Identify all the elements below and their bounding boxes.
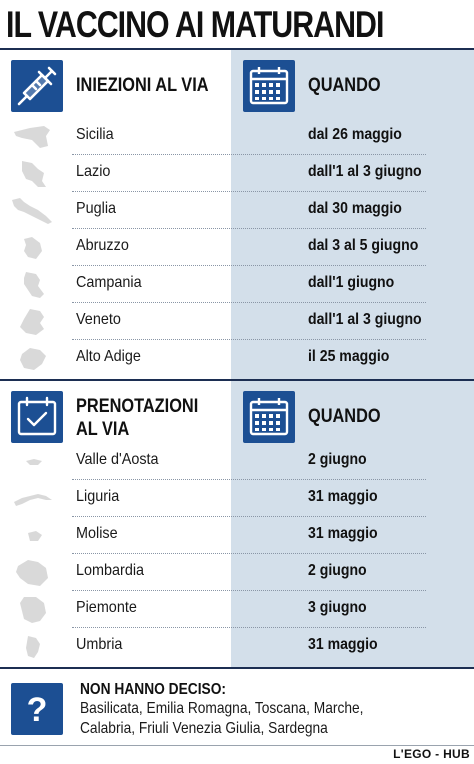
- region-name: Alto Adige: [76, 348, 141, 365]
- region-name: Piemonte: [76, 599, 137, 616]
- region-date: 2 giugno: [308, 562, 367, 579]
- table-row: Umbria 31 maggio: [0, 628, 474, 665]
- region-map-lazio: [22, 161, 46, 187]
- bookings-header-line2: AL VIA: [76, 419, 130, 440]
- table-row: Lombardia 2 giugno: [0, 554, 474, 591]
- source-credit: L'EGO - HUB: [393, 747, 470, 761]
- region-name: Valle d'Aosta: [76, 451, 159, 468]
- region-name: Lazio: [76, 163, 111, 180]
- undecided-regions-line1: Basilicata, Emilia Romagna, Toscana, Mar…: [80, 700, 364, 717]
- calendar-icon: [243, 60, 295, 112]
- row-separator: [72, 191, 426, 192]
- region-map-alto-adige: [20, 348, 46, 370]
- table-row: Puglia dal 30 maggio: [0, 192, 474, 229]
- title-rule: [0, 48, 474, 50]
- svg-text:?: ?: [27, 691, 48, 729]
- region-map-umbria: [26, 636, 40, 658]
- region-map-puglia: [12, 198, 52, 224]
- region-name: Abruzzo: [76, 237, 129, 254]
- table-row: Campania dall'1 giugno: [0, 266, 474, 303]
- table-row: Sicilia dal 26 maggio: [0, 118, 474, 155]
- region-date: 31 maggio: [308, 488, 378, 505]
- row-separator: [72, 479, 426, 480]
- region-map-liguria: [14, 494, 52, 506]
- row-separator: [72, 627, 426, 628]
- injections-when-header: QUANDO: [308, 75, 381, 96]
- injections-header: INIEZIONI AL VIA: [76, 75, 209, 96]
- table-row: Abruzzo dal 3 al 5 giugno: [0, 229, 474, 266]
- row-separator: [72, 154, 426, 155]
- region-date: 3 giugno: [308, 599, 367, 616]
- region-map-campania: [24, 272, 44, 298]
- region-date: 31 maggio: [308, 636, 378, 653]
- row-separator: [72, 590, 426, 591]
- calendar-icon: [243, 391, 295, 443]
- region-date: dal 30 maggio: [308, 200, 402, 217]
- bookings-when-header: QUANDO: [308, 406, 381, 427]
- region-date: 31 maggio: [308, 525, 378, 542]
- row-separator: [72, 265, 426, 266]
- region-map-veneto: [20, 309, 44, 335]
- undecided-title: NON HANNO DECISO:: [80, 681, 227, 698]
- region-date: dal 26 maggio: [308, 126, 402, 143]
- row-separator: [72, 228, 426, 229]
- region-name: Puglia: [76, 200, 117, 217]
- row-separator: [72, 302, 426, 303]
- region-map-piemonte: [20, 597, 46, 623]
- region-date: dall'1 giugno: [308, 274, 395, 291]
- region-name: Liguria: [76, 488, 120, 505]
- table-row: Valle d'Aosta 2 giugno: [0, 443, 474, 480]
- page-title: IL VACCINO AI MATURANDI: [6, 4, 384, 45]
- region-date: dall'1 al 3 giugno: [308, 163, 422, 180]
- region-name: Molise: [76, 525, 118, 542]
- region-map-lombardia: [16, 560, 48, 586]
- region-date: il 25 maggio: [308, 348, 390, 365]
- table-row: Piemonte 3 giugno: [0, 591, 474, 628]
- region-name: Veneto: [76, 311, 121, 328]
- bookings-header-line1: PRENOTAZIONI: [76, 396, 199, 417]
- undecided-regions-line2: Calabria, Friuli Venezia Giulia, Sardegn…: [80, 720, 328, 737]
- region-map-molise: [28, 531, 42, 541]
- region-name: Umbria: [76, 636, 123, 653]
- question-mark-icon: ?: [11, 683, 63, 735]
- region-name: Lombardia: [76, 562, 145, 579]
- region-name: Campania: [76, 274, 142, 291]
- region-name: Sicilia: [76, 126, 114, 143]
- region-map-valle-d-aosta: [26, 459, 42, 465]
- row-separator: [72, 516, 426, 517]
- table-row: Lazio dall'1 al 3 giugno: [0, 155, 474, 192]
- region-map-abruzzo: [24, 237, 42, 259]
- table-row: Alto Adige il 25 maggio: [0, 340, 474, 377]
- region-date: 2 giugno: [308, 451, 367, 468]
- section-divider: [0, 379, 474, 381]
- table-row: Molise 31 maggio: [0, 517, 474, 554]
- calendar-check-icon: [11, 391, 63, 443]
- table-row: Veneto dall'1 al 3 giugno: [0, 303, 474, 340]
- syringe-icon: [11, 60, 63, 112]
- table-row: Liguria 31 maggio: [0, 480, 474, 517]
- row-separator: [72, 339, 426, 340]
- row-separator: [72, 553, 426, 554]
- region-date: dal 3 al 5 giugno: [308, 237, 419, 254]
- region-map-sicilia: [14, 126, 50, 148]
- footer-rule: [0, 745, 474, 746]
- section-divider: [0, 667, 474, 669]
- region-date: dall'1 al 3 giugno: [308, 311, 422, 328]
